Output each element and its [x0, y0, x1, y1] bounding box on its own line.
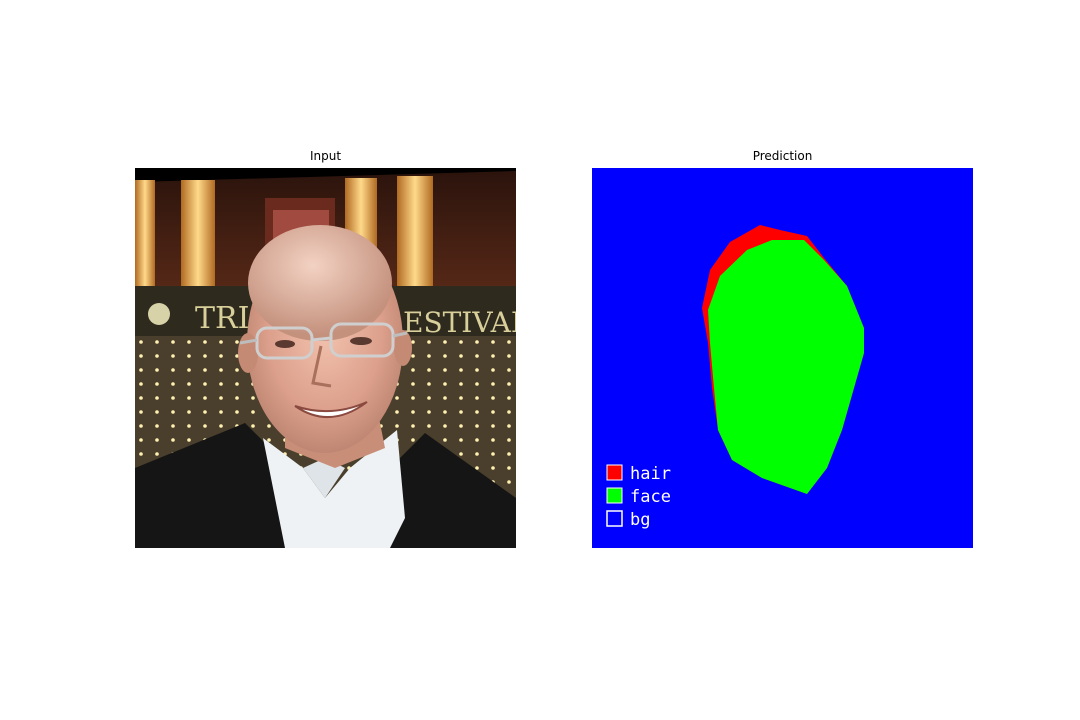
input-photo-svg: TRI ESTIVAL	[135, 168, 516, 548]
legend-swatch-face	[606, 487, 623, 504]
legend-swatch-bg	[606, 510, 623, 527]
legend-label-face: face	[630, 487, 671, 507]
prediction-panel-title: Prediction	[752, 149, 813, 163]
legend-swatch-hair	[606, 464, 623, 481]
input-panel-title: Input	[309, 149, 342, 163]
legend-label-hair: hair	[630, 464, 671, 484]
face-region	[708, 240, 864, 494]
segmentation-mask-svg: hair face bg	[592, 168, 973, 548]
legend: hair face bg	[606, 464, 671, 530]
sign-text-right: ESTIVAL	[403, 306, 516, 339]
prediction-image: hair face bg	[592, 168, 973, 548]
input-image: TRI ESTIVAL	[135, 168, 516, 548]
legend-label-bg: bg	[630, 510, 650, 530]
sign-text-left: TRI	[195, 301, 249, 336]
